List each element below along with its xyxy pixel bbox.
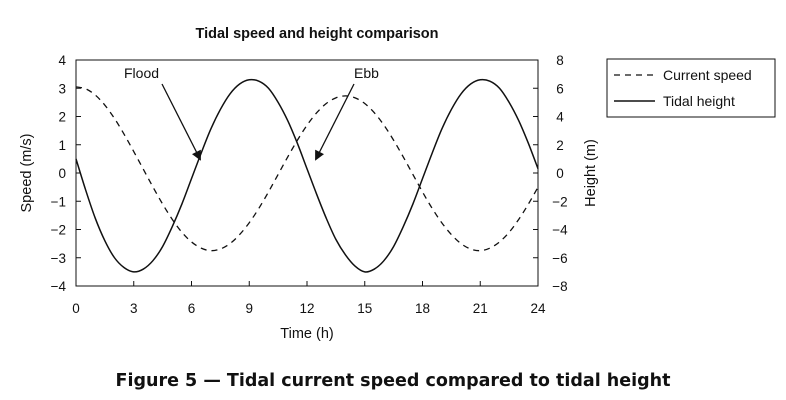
figure-caption: Figure 5 — Tidal current speed compared …: [116, 371, 671, 391]
left-y-tick-label: −3: [51, 251, 66, 266]
x-tick-label: 12: [299, 301, 314, 316]
right-y-tick-label: 6: [556, 81, 564, 96]
x-axis-label: Time (h): [280, 326, 333, 342]
x-axis: 0 3 6 9 12 15 18 21 24: [72, 281, 546, 316]
right-y-tick-label: −4: [552, 223, 568, 238]
left-y-tick-label: 4: [58, 53, 66, 68]
left-y-tick-label: 0: [58, 166, 66, 181]
x-tick-label: 15: [357, 301, 372, 316]
legend-box: [606, 58, 776, 118]
flood-annotation-label: Flood: [124, 65, 159, 81]
x-tick-label: 18: [415, 301, 430, 316]
right-y-tick-label: −2: [552, 194, 567, 209]
left-y-tick-label: −2: [51, 223, 66, 238]
ebb-annotation-label: Ebb: [354, 65, 379, 81]
chart-title: Tidal speed and height comparison: [195, 26, 438, 42]
left-y-tick-label: 3: [58, 81, 66, 96]
right-y-tick-label: −6: [552, 251, 567, 266]
x-tick-label: 6: [188, 301, 196, 316]
right-y-tick-label: 0: [556, 166, 564, 181]
x-tick-label: 21: [473, 301, 488, 316]
flood-arrow: [161, 83, 201, 161]
legend-label-current-speed: Current speed: [663, 67, 752, 83]
x-tick-label: 0: [72, 301, 80, 316]
right-y-tick-label: 2: [556, 138, 564, 153]
right-y-axis: −8 −6 −4 −2 0 2 4 6 8: [533, 53, 568, 294]
ebb-arrow: [315, 83, 355, 161]
right-y-tick-label: 8: [556, 53, 564, 68]
left-y-tick-label: −1: [51, 194, 66, 209]
left-y-tick-label: −4: [51, 279, 67, 294]
left-y-axis-label: Speed (m/s): [19, 134, 35, 213]
legend: Current speed Tidal height: [606, 58, 776, 118]
right-y-axis-label: Height (m): [583, 139, 599, 207]
left-y-tick-label: 1: [58, 138, 66, 153]
series-tidal-height: [75, 78, 539, 273]
right-y-tick-label: −8: [552, 279, 567, 294]
right-y-tick-label: 4: [556, 110, 564, 125]
x-tick-label: 24: [530, 301, 546, 316]
x-tick-label: 3: [130, 301, 138, 316]
legend-label-tidal-height: Tidal height: [663, 93, 735, 109]
left-y-tick-label: 2: [58, 110, 66, 125]
x-tick-label: 9: [245, 301, 253, 316]
left-y-axis: −4 −3 −2 −1 0 1 2 3 4: [51, 53, 81, 294]
